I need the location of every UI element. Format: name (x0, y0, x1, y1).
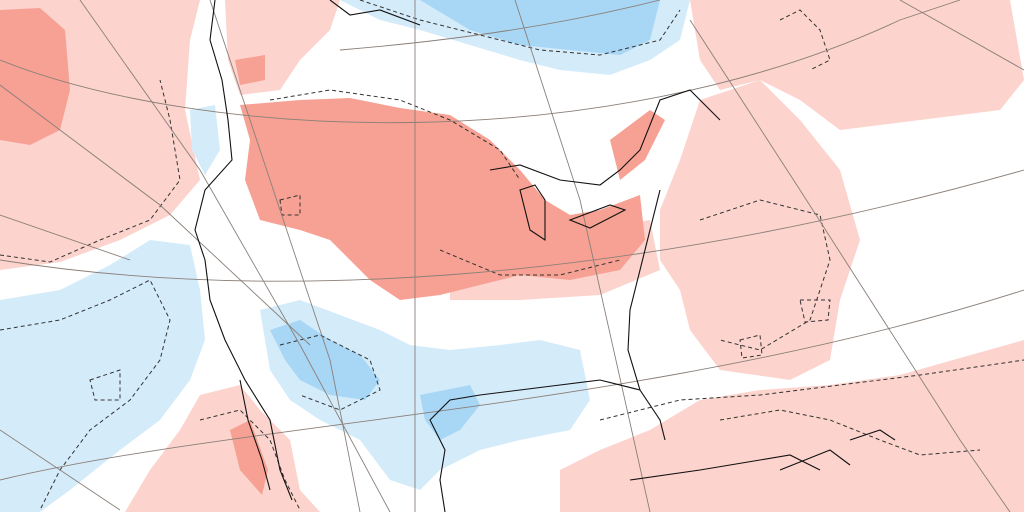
strong-warm-anomaly (0, 8, 665, 495)
coastlines (194, 0, 896, 512)
cool-anomaly (0, 0, 690, 512)
